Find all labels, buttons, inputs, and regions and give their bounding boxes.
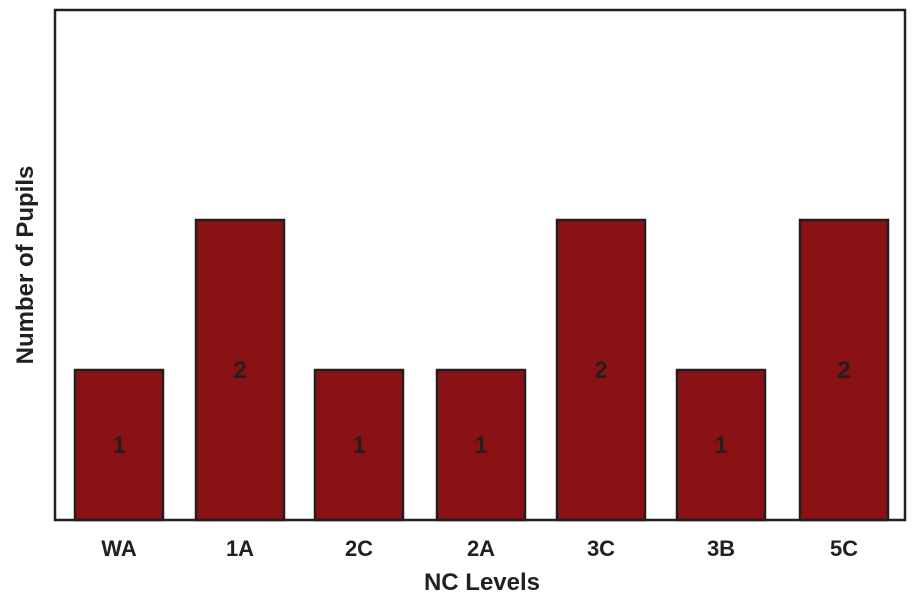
data-label-3b: 1 — [714, 432, 727, 459]
bar-3b — [675, 368, 767, 522]
x-tick-label-5c: 5C — [830, 536, 858, 561]
x-tick-label-2a: 2A — [467, 536, 495, 561]
data-label-5c: 2 — [837, 357, 850, 384]
plot-frame — [53, 8, 907, 522]
y-axis-title: Number of Pupils — [12, 166, 39, 365]
bar-wa — [73, 368, 165, 522]
data-label-wa: 1 — [112, 432, 125, 459]
x-tick-label-3b: 3B — [707, 536, 735, 561]
data-labels-group: 1 2 1 1 2 1 2 — [112, 357, 850, 459]
x-tick-label-2c: 2C — [345, 536, 373, 561]
data-label-3c: 2 — [594, 357, 607, 384]
data-label-2a: 1 — [474, 432, 487, 459]
x-tick-label-3c: 3C — [587, 536, 615, 561]
bar-2a — [435, 368, 527, 522]
bars-group — [73, 218, 890, 522]
x-tick-labels-group: WA 1A 2C 2A 3C 3B 5C — [101, 536, 858, 561]
x-axis-title: NC Levels — [424, 569, 540, 596]
data-label-1a: 2 — [233, 357, 246, 384]
x-tick-label-1a: 1A — [226, 536, 254, 561]
data-label-2c: 1 — [352, 432, 365, 459]
x-tick-label-wa: WA — [101, 536, 137, 561]
bar-1a — [194, 218, 286, 522]
